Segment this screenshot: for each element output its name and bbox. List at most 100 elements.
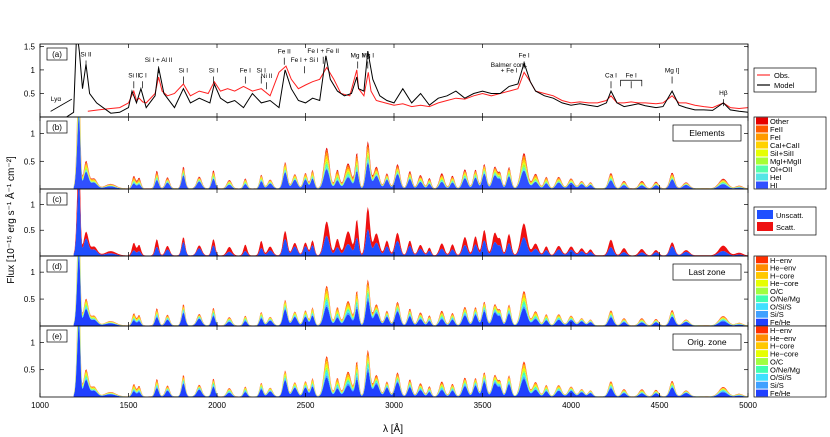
panel-label: (c)	[52, 195, 62, 204]
legend-label: He−core	[770, 350, 799, 359]
legend-swatch	[756, 287, 768, 295]
area-component	[73, 117, 748, 189]
panel-frame	[39, 116, 749, 190]
legend-label: Model	[774, 81, 795, 90]
legend-label: H−core	[770, 342, 794, 351]
series-line-model	[40, 44, 748, 117]
x-axis-label: λ [Å]	[383, 422, 403, 435]
line-annotation: Ni II	[261, 73, 273, 80]
x-tick-label: 4000	[562, 401, 580, 410]
line-annotation: Si I	[209, 68, 219, 75]
legend-swatch	[756, 365, 768, 373]
legend-swatch	[756, 373, 768, 381]
legend-label: Other	[770, 117, 789, 126]
legend-label: He−env	[770, 264, 796, 273]
legend-label: O/C	[770, 357, 784, 366]
line-annotation: Mg I]	[665, 68, 680, 75]
line-annotation: Fe II	[278, 49, 291, 56]
panel-label: (b)	[52, 123, 62, 132]
legend-swatch	[756, 264, 768, 272]
legend-label: O/Ne/Mg	[770, 295, 800, 304]
area-component	[73, 326, 748, 397]
legend-label: O/Si/S	[770, 302, 792, 311]
legend-label: HeI	[770, 173, 782, 182]
panel-label-box	[46, 47, 68, 61]
legend-label: MgI+MgII	[770, 157, 801, 166]
y-tick-label: 1	[31, 338, 36, 347]
legend-swatch	[756, 181, 768, 189]
legend-label: HI	[770, 181, 778, 190]
legend-swatch	[756, 295, 768, 303]
y-tick-label: 1	[31, 130, 36, 139]
legend-swatch	[756, 326, 768, 334]
panel-tag: Elements	[689, 128, 724, 138]
legend-swatch	[756, 310, 768, 318]
line-annotation: Fe I + Si I	[291, 57, 319, 64]
legend-box	[753, 67, 817, 93]
y-tick-label: 1	[31, 200, 36, 209]
area-component	[73, 117, 748, 189]
line-annotation: Fe I + Fe II	[307, 48, 339, 55]
series-line-obs	[87, 65, 748, 112]
area-component	[73, 326, 748, 397]
legend-label: SiI+SiII	[770, 149, 794, 158]
line-annotation: Mg II	[350, 52, 365, 59]
legend-label: Scatt.	[776, 223, 795, 232]
legend-label: He−env	[770, 334, 796, 343]
area-component	[73, 256, 748, 326]
panel-tag: Orig. zone	[687, 337, 726, 347]
legend-label: Obs.	[774, 71, 790, 80]
legend-swatch	[756, 117, 768, 125]
legend-swatch	[756, 141, 768, 149]
y-tick-label: 0.5	[24, 366, 36, 375]
panel-c: 0.5 1 (c) Unscatt. Scatt.	[24, 188, 817, 257]
area-component	[73, 326, 748, 397]
area-component	[73, 256, 748, 326]
panel-label-box	[46, 259, 68, 273]
y-tick-label: 0.5	[24, 89, 36, 98]
x-tick-label: 1000	[31, 401, 49, 410]
legend-swatch	[757, 222, 773, 231]
line-annotation: Hβ	[719, 90, 728, 97]
y-tick-label: 0.5	[24, 157, 36, 166]
area-component	[73, 117, 748, 189]
legend-swatch	[756, 279, 768, 287]
fe-bracket	[620, 79, 643, 87]
legend-label: O/Si/S	[770, 373, 792, 382]
area-component	[73, 256, 748, 326]
line-annotation: C I	[139, 72, 148, 79]
legend-swatch	[756, 165, 768, 173]
area-component	[73, 256, 748, 326]
panel-frame	[39, 255, 749, 327]
legend-swatch	[756, 350, 768, 358]
legend-label: OI+OII	[770, 165, 792, 174]
panel-label-box	[46, 192, 68, 206]
legend-swatch	[756, 133, 768, 141]
panel-label: (e)	[52, 332, 62, 341]
legend-swatch	[757, 210, 773, 219]
legend-swatch	[756, 157, 768, 165]
panel-label: (d)	[52, 262, 62, 271]
y-axis-label: Flux [10⁻¹⁵ erg s⁻¹ Å⁻¹ cm⁻²]	[4, 156, 17, 284]
legend-swatch	[756, 342, 768, 350]
line-annotation: Si I	[257, 68, 267, 75]
legend-swatch	[756, 381, 768, 389]
legend-label: CaI+CaII	[770, 141, 800, 150]
area-component	[73, 326, 748, 397]
y-tick-label: 0.5	[24, 295, 36, 304]
x-tick-label: 4500	[651, 401, 669, 410]
panel-frame	[39, 325, 749, 398]
x-tick-label: 3000	[385, 401, 403, 410]
x-tick-label: 5000	[739, 401, 757, 410]
line-annotation: + Fe I	[501, 68, 518, 75]
line-annotation: Si I	[179, 68, 189, 75]
lya-arrow	[50, 98, 73, 112]
y-tick-label: 0.5	[24, 226, 36, 235]
legend-swatch	[756, 272, 768, 279]
legend-swatch	[756, 389, 768, 397]
legend-swatch	[756, 256, 768, 264]
x-tick-label: 3500	[474, 401, 492, 410]
x-tick-label: 1500	[120, 401, 138, 410]
y-tick-label: 1.5	[24, 42, 36, 51]
